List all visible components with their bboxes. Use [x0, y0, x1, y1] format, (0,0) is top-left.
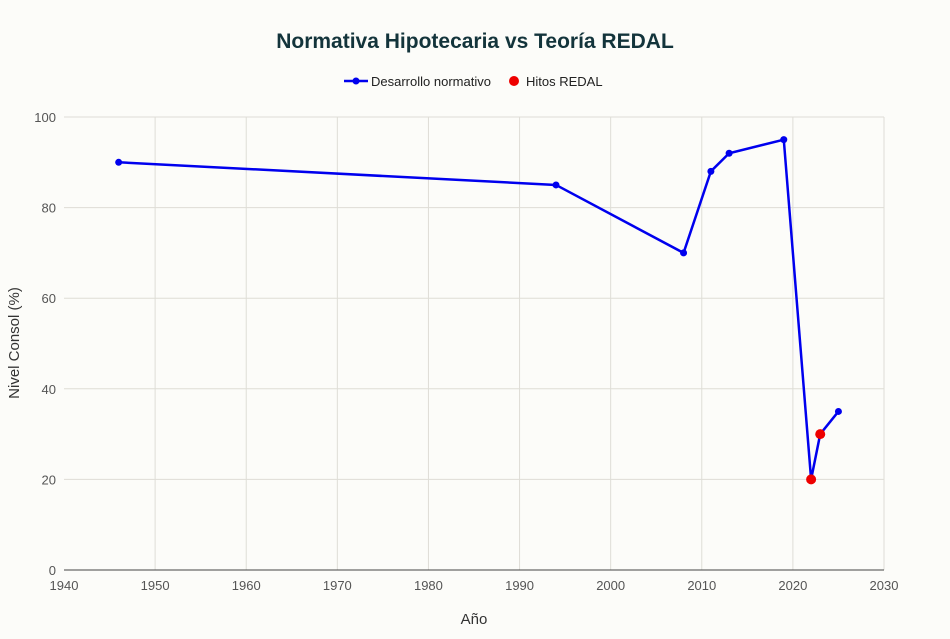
x-tick-label: 1990 [505, 578, 534, 593]
y-tick-label: 80 [42, 201, 56, 216]
y-tick-label: 0 [49, 563, 56, 578]
chart-title: Normativa Hipotecaria vs Teoría REDAL [276, 30, 674, 53]
y-tick-label: 60 [42, 291, 56, 306]
grid [64, 116, 885, 571]
data-point [725, 149, 733, 157]
y-tick-label: 100 [34, 110, 56, 125]
x-tick-label: 1940 [50, 578, 79, 593]
data-point [552, 181, 560, 189]
y-axis-label: Nivel Consol (%) [6, 287, 23, 399]
milestone-point [806, 474, 817, 485]
series [115, 136, 842, 485]
x-tick-label: 2000 [596, 578, 625, 593]
x-tick-label: 2010 [687, 578, 716, 593]
x-tick-label: 1950 [141, 578, 170, 593]
ticks: 1940 1950 1960 1970 1980 1990 2000 2010 2020 2030… [34, 110, 898, 593]
x-axis-label: Año [461, 611, 488, 628]
y-tick-label: 40 [42, 382, 56, 397]
legend-marker [352, 77, 360, 85]
data-point [780, 136, 788, 144]
milestone-point [815, 429, 826, 440]
x-tick-label: 2030 [870, 578, 899, 593]
legend-marker [509, 76, 519, 86]
x-tick-label: 1960 [232, 578, 261, 593]
data-point [707, 167, 715, 175]
x-tick-label: 2020 [778, 578, 807, 593]
x-tick-label: 1980 [414, 578, 443, 593]
x-tick-label: 1970 [323, 578, 352, 593]
legend-label: Hitos REDAL [526, 74, 603, 89]
data-point [680, 249, 688, 257]
series-line [118, 138, 840, 480]
data-point [115, 158, 123, 166]
legend-label: Desarrollo normativo [371, 74, 491, 89]
data-point [834, 407, 842, 415]
y-tick-label: 20 [42, 472, 56, 487]
legend: Desarrollo normativo Hitos REDAL [344, 74, 603, 89]
